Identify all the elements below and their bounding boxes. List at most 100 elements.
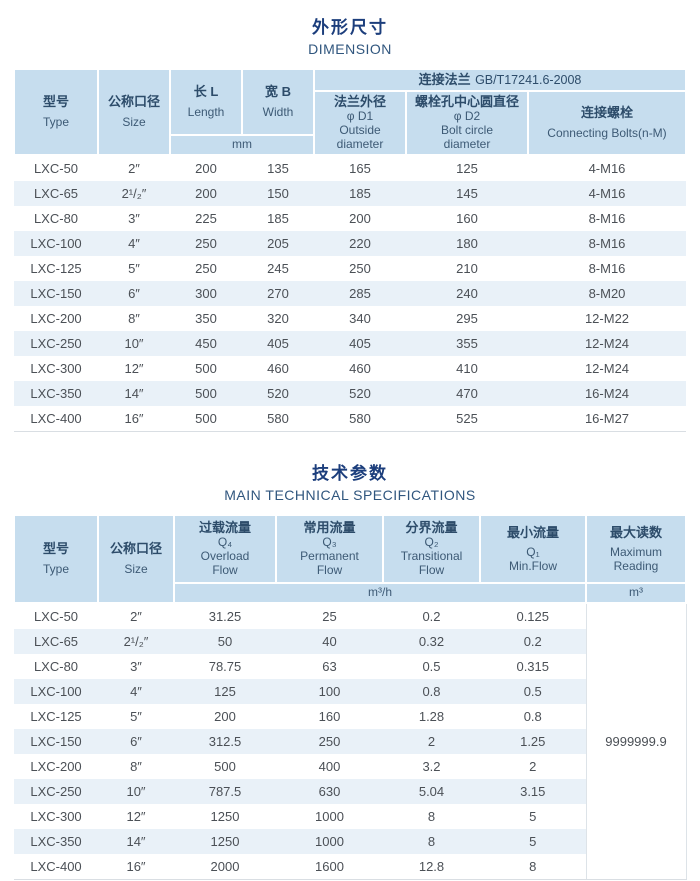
- table-row: LXC-250 10″ 787.5 630 5.04 3.15: [14, 779, 686, 804]
- table-cell: 340: [349, 311, 371, 326]
- table-row: LXC-350 14″ 500 520 520 470 16-M24: [14, 381, 686, 406]
- table-cell: 8-M16: [588, 211, 626, 226]
- unit-flow-cell: m³/h: [173, 582, 587, 604]
- table-cell: 240: [456, 286, 478, 301]
- table-cell: 220: [349, 236, 371, 251]
- table-cell: 2″: [130, 609, 142, 624]
- table-cell: 500: [195, 386, 217, 401]
- table-cell: 10″: [126, 784, 146, 799]
- table-cell: 160: [318, 709, 341, 724]
- table-cell: 0.8: [422, 684, 441, 699]
- table-row: LXC-65 2¹/₂″ 50 40 0.32 0.2: [14, 629, 686, 654]
- table-cell: 3.2: [422, 759, 441, 774]
- cell-model: LXC-80: [33, 659, 79, 674]
- table-row: LXC-100 4″ 125 100 0.8 0.5: [14, 679, 686, 704]
- table-cell: 270: [267, 286, 289, 301]
- table-cell: 1.25: [520, 734, 546, 749]
- table-row: LXC-65 2¹/₂″ 200 150 185 145 4-M16: [14, 181, 686, 206]
- table-cell: 78.75: [208, 659, 242, 674]
- cell-model: LXC-80: [33, 211, 79, 226]
- table-cell: 16-M24: [584, 386, 630, 401]
- table-cell: 16-M27: [528, 406, 686, 432]
- table-cell: 525: [406, 406, 528, 432]
- table-cell: 580: [314, 406, 406, 432]
- cell-model: LXC-65: [33, 634, 79, 649]
- col-header-type: 型号 Type: [13, 514, 99, 604]
- table-cell: 500: [214, 759, 236, 774]
- table-cell: 0.2: [523, 634, 542, 649]
- table-cell: 125: [214, 684, 236, 699]
- table-cell: 12″: [124, 361, 144, 376]
- table-cell: 4-M16: [588, 161, 626, 176]
- col-header-length: 长 L Length: [169, 68, 243, 136]
- col-header-q2: 分界流量 Q₂ Transitional Flow: [382, 514, 481, 584]
- dimension-table-header: 型号 Type 公称口径 Size 长 L Length 宽 B Width 连…: [13, 68, 687, 156]
- table-cell: 4″: [130, 684, 142, 699]
- cell-model: LXC-125: [30, 709, 82, 724]
- cell-model: LXC-350: [30, 834, 82, 849]
- specs-title-cn: 技术参数: [312, 464, 388, 483]
- table-cell: 3.15: [520, 784, 546, 799]
- col-header-d1: 法兰外径 φ D1 Outside diameter: [313, 90, 407, 156]
- table-cell: 185: [267, 211, 289, 226]
- table-cell: 8-M16: [588, 236, 626, 251]
- table-cell: 787.5: [208, 784, 242, 799]
- col-group-flange: 连接法兰 GB/T17241.6-2008: [313, 68, 687, 92]
- table-cell: 1250: [210, 809, 240, 824]
- table-row: LXC-150 6″ 312.5 250 2 1.25: [14, 729, 686, 754]
- table-cell: 0.5: [422, 659, 441, 674]
- table-cell: 14″: [124, 386, 144, 401]
- table-cell: 3″: [128, 211, 140, 226]
- table-cell: 250: [195, 261, 217, 276]
- table-cell: 10″: [124, 336, 144, 351]
- table-cell: 5: [529, 834, 537, 849]
- table-cell: 355: [456, 336, 478, 351]
- col-header-q3: 常用流量 Q₃ Permanent Flow: [275, 514, 384, 584]
- table-cell: 8: [427, 834, 436, 849]
- table-cell: 5: [529, 809, 537, 824]
- table-cell: 185: [349, 186, 371, 201]
- table-cell: 16″: [98, 854, 174, 880]
- table-cell: 500: [170, 406, 242, 432]
- table-row: LXC-300 12″ 1250 1000 8 5: [14, 804, 686, 829]
- table-cell: 6″: [128, 286, 140, 301]
- table-cell: 250: [318, 734, 341, 749]
- specs-table: 型号 Type 公称口径 Size 过载流量 Q₄ Overload Flow …: [13, 514, 687, 880]
- cell-model: LXC-250: [30, 336, 82, 351]
- table-cell: 150: [267, 186, 289, 201]
- cell-model: LXC-400: [14, 406, 98, 432]
- table-cell: 2″: [128, 161, 140, 176]
- table-row: LXC-400 16″ 2000 1600 12.8 8: [14, 854, 686, 880]
- table-cell: 12-M24: [584, 336, 630, 351]
- table-cell: 245: [267, 261, 289, 276]
- cell-model: LXC-200: [30, 759, 82, 774]
- table-cell: 285: [349, 286, 371, 301]
- dimension-title-en: DIMENSION: [308, 41, 392, 57]
- table-cell: 0.125: [516, 609, 550, 624]
- table-cell: 1600: [276, 854, 383, 880]
- table-cell: 350: [195, 311, 217, 326]
- table-cell: 8: [480, 854, 586, 880]
- dimension-table-body: LXC-50 2″ 200 135 165 125 4-M16 LXC-65 2¹/₂″ 200 1…: [14, 155, 686, 432]
- dimension-title-cn: 外形尺寸: [312, 18, 388, 37]
- cell-model: LXC-100: [30, 684, 82, 699]
- col-header-d2: 螺栓孔中心圆直径 φ D2 Bolt circle diameter: [405, 90, 529, 156]
- table-cell: 2¹/₂″: [121, 186, 147, 201]
- table-cell: 2¹/₂″: [123, 634, 149, 649]
- table-cell: 500: [195, 361, 217, 376]
- table-cell: 200: [195, 161, 217, 176]
- table-cell: 8-M20: [588, 286, 626, 301]
- table-cell: 14″: [126, 834, 146, 849]
- table-cell: 12″: [126, 809, 146, 824]
- table-row: LXC-50 2″ 200 135 165 125 4-M16: [14, 155, 686, 181]
- table-cell: 520: [267, 386, 289, 401]
- table-cell: 2000: [174, 854, 276, 880]
- table-cell: 8″: [130, 759, 142, 774]
- table-row: LXC-350 14″ 1250 1000 8 5: [14, 829, 686, 854]
- col-header-type: 型号 Type: [13, 68, 99, 156]
- table-cell: 0.5: [523, 684, 542, 699]
- cell-model: LXC-65: [33, 186, 79, 201]
- cell-model: LXC-125: [30, 261, 82, 276]
- table-cell: 5″: [130, 709, 142, 724]
